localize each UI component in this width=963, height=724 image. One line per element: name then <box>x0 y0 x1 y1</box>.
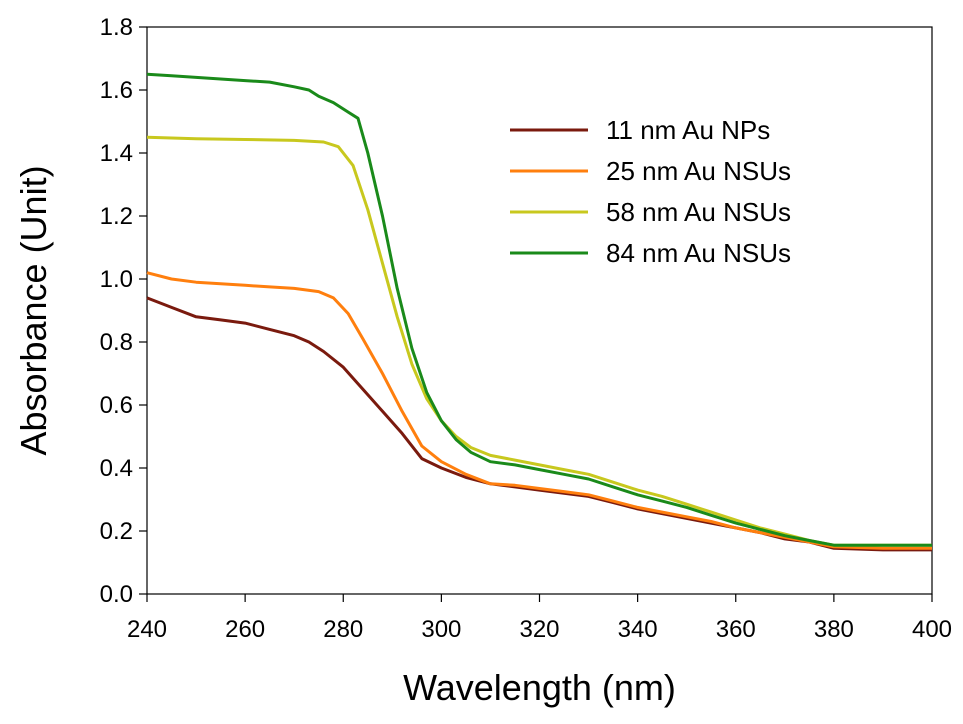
series-line-1 <box>146 296 932 552</box>
y-tick-label: 1.0 <box>100 266 133 293</box>
x-tick-label: 380 <box>814 616 854 643</box>
y-tick-label: 0.4 <box>100 455 133 482</box>
series-line-3 <box>146 135 932 547</box>
series-layer <box>146 72 932 552</box>
axes-layer: 240 260 280 300 320 340 360 380 400 0.0 0.2 0.4 0.6 0… <box>100 14 952 643</box>
legend-label-4: 84 nm Au NSUs <box>606 238 791 268</box>
y-tick-label: 1.6 <box>100 77 133 104</box>
x-tick-label: 340 <box>618 616 658 643</box>
x-tick-label: 400 <box>912 616 952 643</box>
series-line-4 <box>146 72 932 547</box>
legend: 11 nm Au NPs 25 nm Au NSUs 58 nm Au NSUs 84… <box>510 115 791 268</box>
plot-area <box>146 26 933 595</box>
y-tick-label: 0.0 <box>100 581 133 608</box>
y-tick-label: 1.2 <box>100 203 133 230</box>
plot-frame <box>146 26 933 595</box>
x-tick-label: 240 <box>127 616 167 643</box>
series-line-2 <box>146 271 932 550</box>
y-tick-label: 0.6 <box>100 392 133 419</box>
x-tick-label: 260 <box>225 616 265 643</box>
x-axis-title: Wavelength (nm) <box>403 667 676 708</box>
y-tick-label: 0.2 <box>100 518 133 545</box>
x-tick-label: 280 <box>323 616 363 643</box>
y-tick-label: 0.8 <box>100 329 133 356</box>
x-tick-label: 300 <box>421 616 461 643</box>
y-tick-label: 1.4 <box>100 140 133 167</box>
legend-label-3: 58 nm Au NSUs <box>606 197 791 227</box>
y-axis-title: Absorbance (Unit) <box>13 165 54 455</box>
y-tick-label: 1.8 <box>100 14 133 41</box>
x-tick-label: 320 <box>519 616 559 643</box>
legend-label-2: 25 nm Au NSUs <box>606 156 791 186</box>
x-tick-label: 360 <box>716 616 756 643</box>
legend-label-1: 11 nm Au NPs <box>606 115 770 145</box>
